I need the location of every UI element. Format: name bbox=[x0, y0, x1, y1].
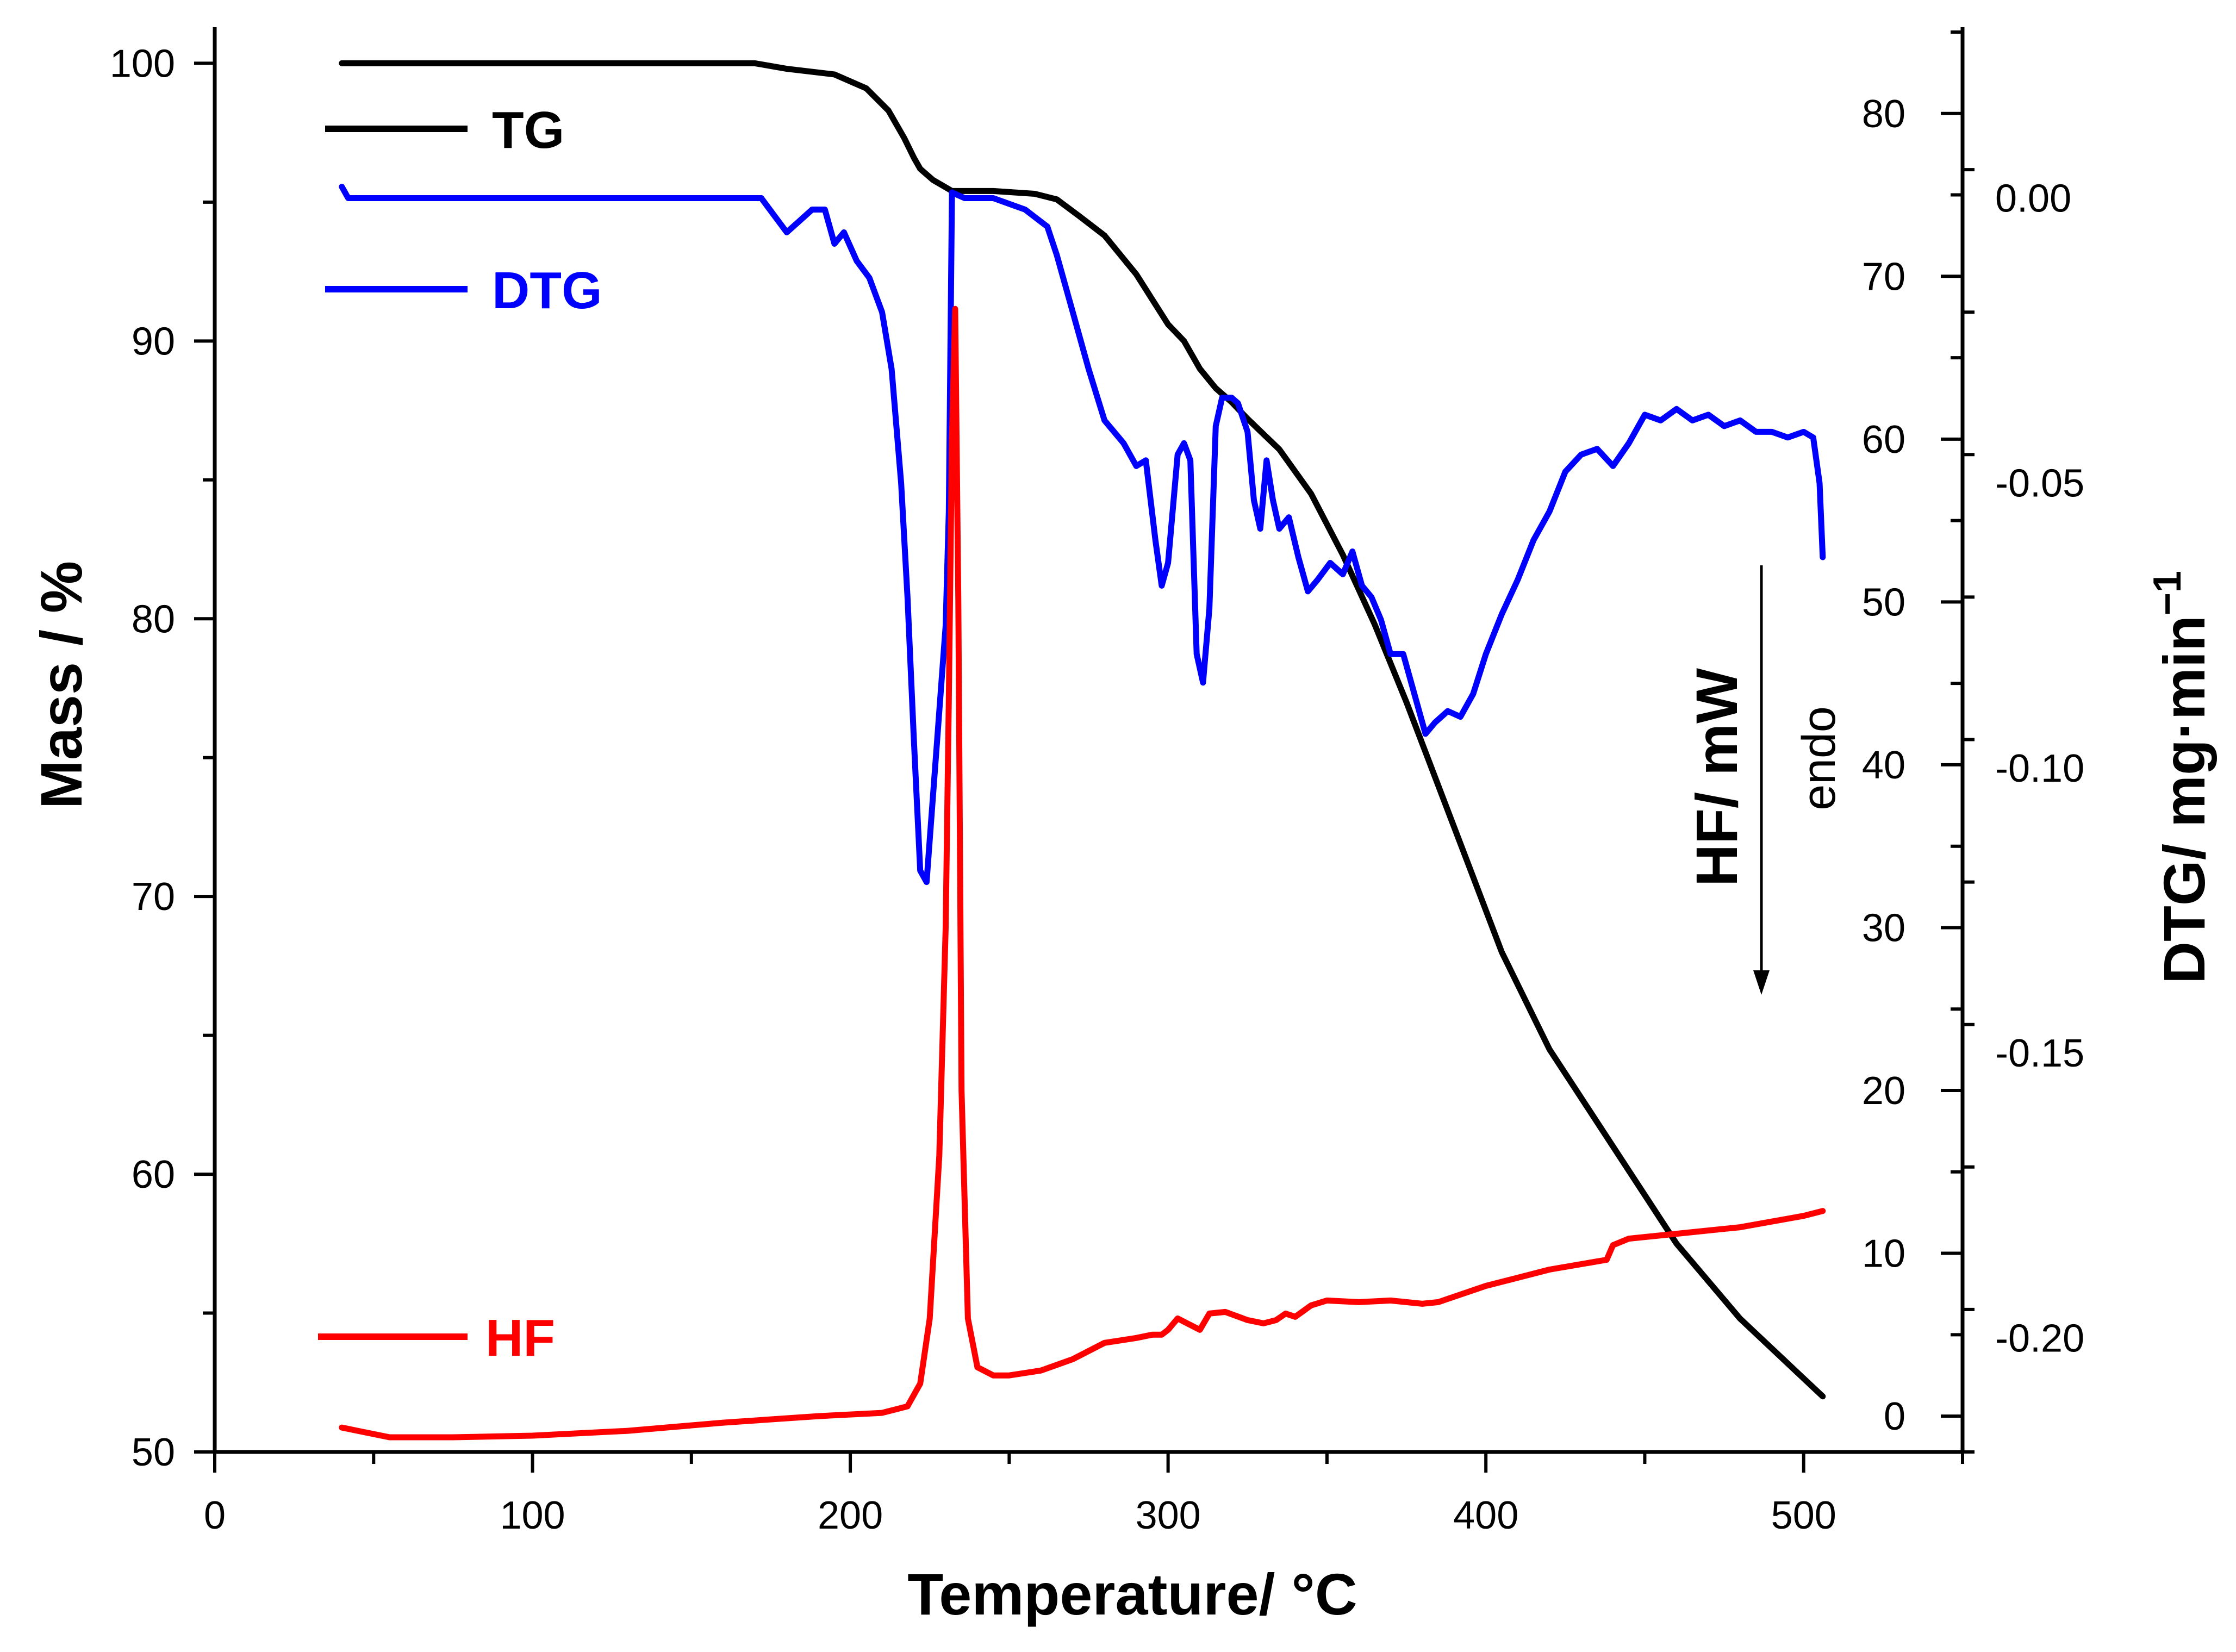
x-tick-label: 400 bbox=[1453, 1494, 1518, 1537]
series-line-tg bbox=[339, 60, 1826, 1400]
dtg-tick-label: 0.00 bbox=[1995, 177, 2071, 221]
x-tick-label: 300 bbox=[1136, 1494, 1201, 1537]
mass-axis-title: Mass / % bbox=[28, 561, 94, 809]
legend-item-tg: TG bbox=[325, 101, 564, 159]
mass-tick-label: 90 bbox=[132, 320, 175, 363]
x-ticks: 0 100 200 300 400 500 bbox=[204, 1452, 1964, 1537]
dtg-tick-label: -0.15 bbox=[1995, 1032, 2084, 1075]
hf-ticks: 0 10 20 30 40 50 60 70 80 bbox=[1862, 30, 1963, 1438]
mass-tick-label: 80 bbox=[132, 597, 175, 641]
axes: 0 100 200 300 400 500 50 60 70 80 90 100 0 10 20 30 40… bbox=[110, 27, 2084, 1537]
dtg-axis-title-exp: −1 bbox=[2146, 571, 2189, 615]
endo-label: endo bbox=[1793, 706, 1845, 810]
hf-tick-label: 70 bbox=[1862, 255, 1905, 298]
dtg-axis-title-unit: min bbox=[2151, 615, 2217, 720]
mass-tick-label: 50 bbox=[132, 1431, 175, 1474]
mass-ticks: 50 60 70 80 90 100 bbox=[110, 42, 215, 1474]
dtg-tick-label: -0.20 bbox=[1995, 1317, 2084, 1360]
series-line-hf bbox=[339, 306, 1826, 1441]
mass-tick-label: 60 bbox=[132, 1153, 175, 1196]
hf-tick-label: 10 bbox=[1862, 1232, 1905, 1276]
legend: TG DTG HF bbox=[318, 101, 602, 1367]
endo-arrow-head-icon bbox=[1753, 970, 1770, 995]
mass-tick-label: 70 bbox=[132, 875, 175, 919]
dtg-ticks: 0.00 -0.05 -0.10 -0.15 -0.20 bbox=[1963, 168, 2084, 1454]
hf-tick-label: 0 bbox=[1884, 1395, 1905, 1438]
hf-tick-label: 40 bbox=[1862, 744, 1905, 787]
x-tick-label: 200 bbox=[818, 1494, 883, 1537]
legend-label-dtg: DTG bbox=[492, 261, 602, 320]
dtg-tick-label: -0.05 bbox=[1995, 462, 2084, 506]
legend-label-hf: HF bbox=[485, 1309, 555, 1367]
dtg-axis-title-main: DTG/ mg bbox=[2151, 739, 2217, 984]
dtg-axis-title: DTG/ mg·min−1 bbox=[2146, 571, 2217, 984]
legend-label-tg: TG bbox=[492, 101, 564, 159]
x-axis-unit: °C bbox=[1292, 1561, 1357, 1627]
hf-tick-label: 60 bbox=[1862, 418, 1905, 462]
endo-annotation: endo bbox=[1753, 565, 1845, 995]
hf-axis-title: HF/ mW bbox=[1684, 668, 1749, 887]
mass-tick-label: 100 bbox=[110, 42, 175, 85]
hf-tick-label: 30 bbox=[1862, 906, 1905, 950]
x-tick-label: 100 bbox=[500, 1494, 565, 1537]
legend-item-dtg: DTG bbox=[325, 261, 602, 320]
hf-tick-label: 20 bbox=[1862, 1069, 1905, 1113]
plot-curves bbox=[339, 60, 1826, 1441]
dtg-axis-title-dot: · bbox=[2151, 720, 2217, 739]
x-tick-label: 500 bbox=[1771, 1494, 1836, 1537]
hf-tick-label: 50 bbox=[1862, 581, 1905, 624]
x-tick-label: 0 bbox=[204, 1494, 226, 1537]
x-axis-title: Temperature/ °C bbox=[907, 1561, 1357, 1627]
series-line-dtg bbox=[339, 184, 1826, 886]
dtg-tick-label: -0.10 bbox=[1995, 747, 2084, 790]
hf-tick-label: 80 bbox=[1862, 92, 1905, 136]
legend-item-hf: HF bbox=[318, 1309, 555, 1367]
